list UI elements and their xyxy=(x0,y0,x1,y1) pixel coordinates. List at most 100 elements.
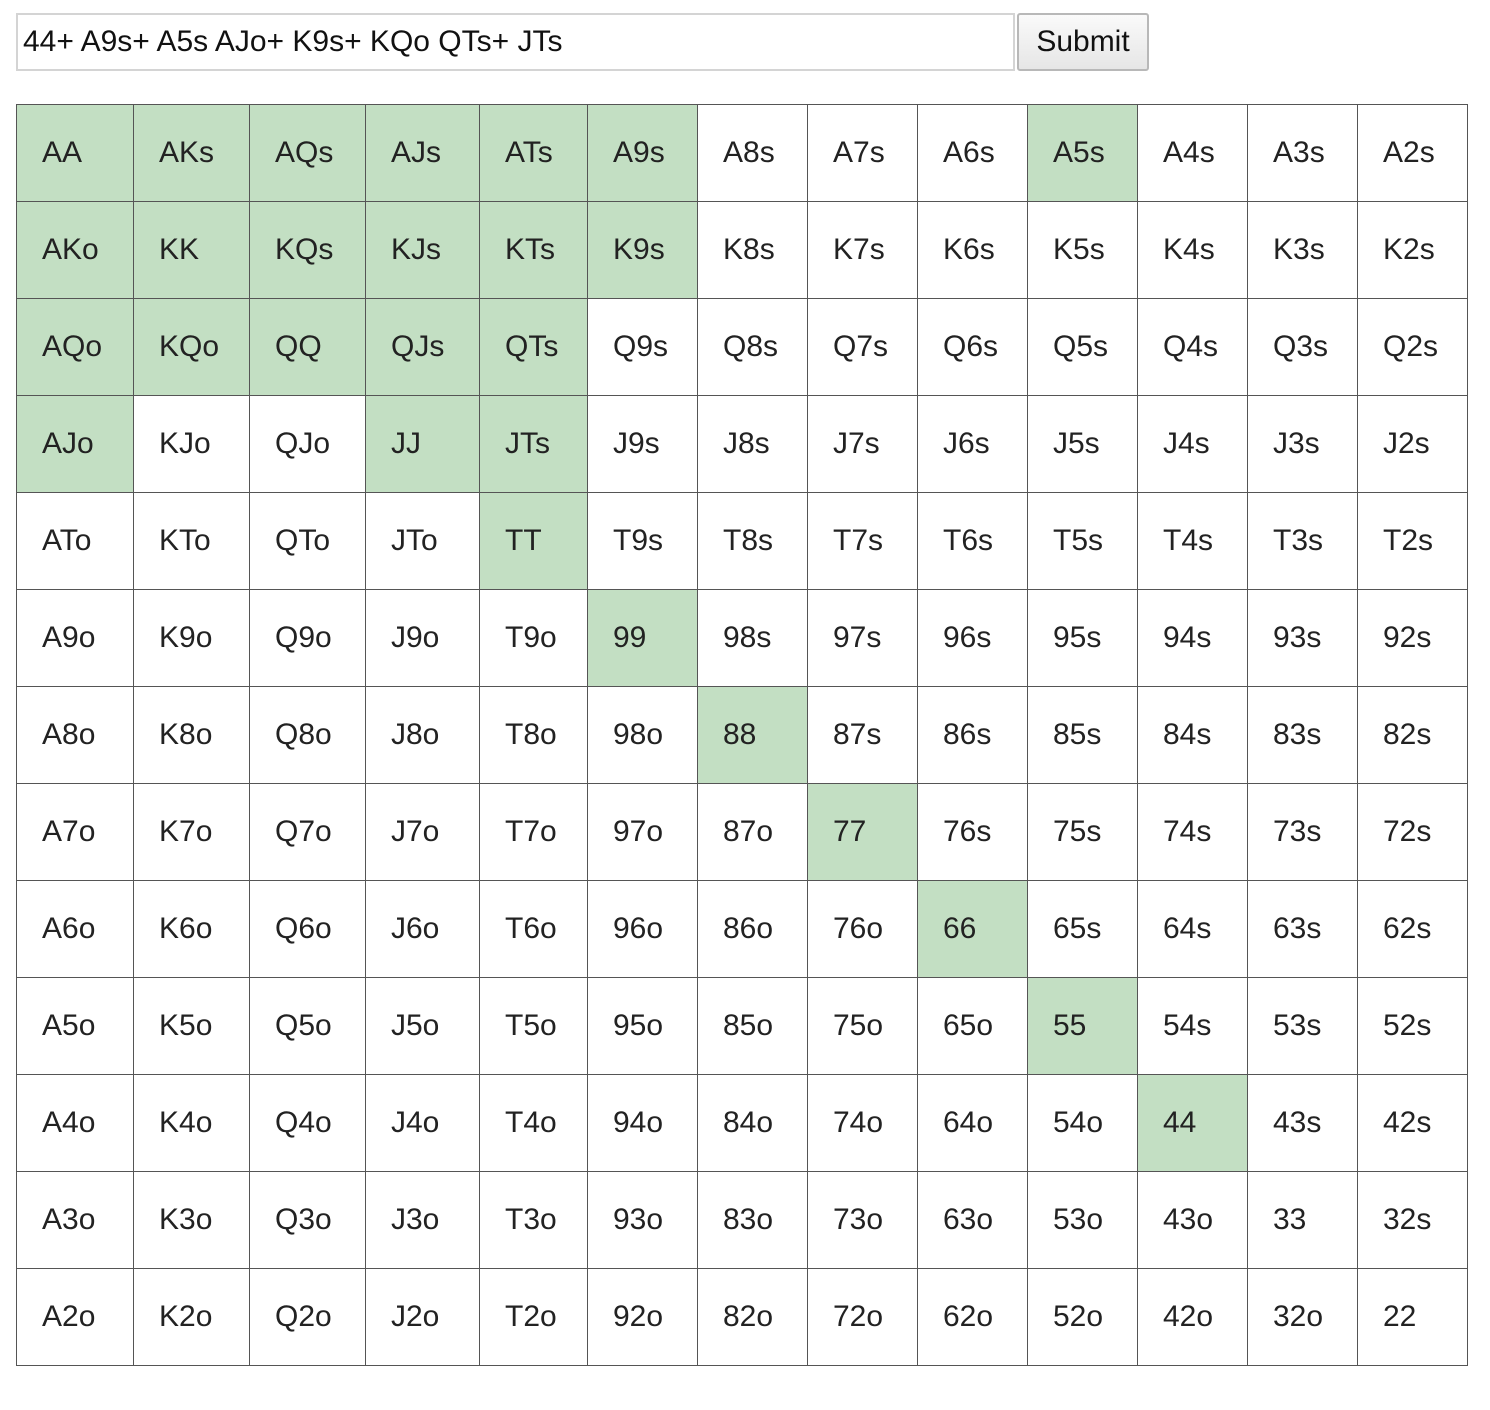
hand-cell[interactable]: AQs xyxy=(249,104,366,202)
hand-cell[interactable]: 76s xyxy=(917,783,1028,881)
hand-cell[interactable]: 65s xyxy=(1027,880,1138,978)
hand-cell[interactable]: 92s xyxy=(1357,589,1468,687)
hand-cell[interactable]: Q2o xyxy=(249,1268,366,1366)
hand-cell[interactable]: 92o xyxy=(587,1268,698,1366)
hand-cell[interactable]: K6s xyxy=(917,201,1028,299)
hand-cell[interactable]: ATo xyxy=(16,492,134,590)
hand-cell[interactable]: 95o xyxy=(587,977,698,1075)
hand-cell[interactable]: A9s xyxy=(587,104,698,202)
hand-cell[interactable]: 52o xyxy=(1027,1268,1138,1366)
hand-cell[interactable]: 93s xyxy=(1247,589,1358,687)
hand-cell[interactable]: 84o xyxy=(697,1074,808,1172)
hand-cell[interactable]: AQo xyxy=(16,298,134,396)
hand-cell[interactable]: J9o xyxy=(365,589,480,687)
hand-cell[interactable]: J4s xyxy=(1137,395,1248,493)
hand-cell[interactable]: J3o xyxy=(365,1171,480,1269)
hand-cell[interactable]: 55 xyxy=(1027,977,1138,1075)
hand-cell[interactable]: J7o xyxy=(365,783,480,881)
hand-cell[interactable]: Q9o xyxy=(249,589,366,687)
hand-cell[interactable]: 33 xyxy=(1247,1171,1358,1269)
hand-cell[interactable]: J6s xyxy=(917,395,1028,493)
hand-cell[interactable]: K8o xyxy=(133,686,250,784)
hand-cell[interactable]: 53o xyxy=(1027,1171,1138,1269)
hand-cell[interactable]: 94s xyxy=(1137,589,1248,687)
hand-cell[interactable]: 43o xyxy=(1137,1171,1248,1269)
hand-cell[interactable]: T4s xyxy=(1137,492,1248,590)
hand-cell[interactable]: K7s xyxy=(807,201,918,299)
hand-cell[interactable]: J6o xyxy=(365,880,480,978)
submit-button[interactable]: Submit xyxy=(1017,13,1149,71)
hand-cell[interactable]: 98s xyxy=(697,589,808,687)
hand-cell[interactable]: 75o xyxy=(807,977,918,1075)
hand-cell[interactable]: A6o xyxy=(16,880,134,978)
range-input[interactable] xyxy=(16,13,1015,71)
hand-cell[interactable]: T3s xyxy=(1247,492,1358,590)
hand-cell[interactable]: Q2s xyxy=(1357,298,1468,396)
hand-cell[interactable]: A2o xyxy=(16,1268,134,1366)
hand-cell[interactable]: 87o xyxy=(697,783,808,881)
hand-cell[interactable]: QJs xyxy=(365,298,480,396)
hand-cell[interactable]: A8s xyxy=(697,104,808,202)
hand-cell[interactable]: 54o xyxy=(1027,1074,1138,1172)
hand-cell[interactable]: 95s xyxy=(1027,589,1138,687)
hand-cell[interactable]: KK xyxy=(133,201,250,299)
hand-cell[interactable]: KJs xyxy=(365,201,480,299)
hand-cell[interactable]: AKs xyxy=(133,104,250,202)
hand-cell[interactable]: Q4o xyxy=(249,1074,366,1172)
hand-cell[interactable]: ATs xyxy=(479,104,588,202)
hand-cell[interactable]: 62o xyxy=(917,1268,1028,1366)
hand-cell[interactable]: K4s xyxy=(1137,201,1248,299)
hand-cell[interactable]: 96s xyxy=(917,589,1028,687)
hand-cell[interactable]: Q3s xyxy=(1247,298,1358,396)
hand-cell[interactable]: J8s xyxy=(697,395,808,493)
hand-cell[interactable]: 52s xyxy=(1357,977,1468,1075)
hand-cell[interactable]: T3o xyxy=(479,1171,588,1269)
hand-cell[interactable]: T5o xyxy=(479,977,588,1075)
hand-cell[interactable]: QQ xyxy=(249,298,366,396)
hand-cell[interactable]: 63s xyxy=(1247,880,1358,978)
hand-cell[interactable]: 43s xyxy=(1247,1074,1358,1172)
hand-cell[interactable]: 98o xyxy=(587,686,698,784)
hand-cell[interactable]: T8o xyxy=(479,686,588,784)
hand-cell[interactable]: J5o xyxy=(365,977,480,1075)
hand-cell[interactable]: Q6s xyxy=(917,298,1028,396)
hand-cell[interactable]: KTs xyxy=(479,201,588,299)
hand-cell[interactable]: 54s xyxy=(1137,977,1248,1075)
hand-cell[interactable]: 32o xyxy=(1247,1268,1358,1366)
hand-cell[interactable]: A3s xyxy=(1247,104,1358,202)
hand-cell[interactable]: AA xyxy=(16,104,134,202)
hand-cell[interactable]: KQo xyxy=(133,298,250,396)
hand-cell[interactable]: 83o xyxy=(697,1171,808,1269)
hand-cell[interactable]: JJ xyxy=(365,395,480,493)
hand-cell[interactable]: QTo xyxy=(249,492,366,590)
hand-cell[interactable]: A4s xyxy=(1137,104,1248,202)
hand-cell[interactable]: Q8o xyxy=(249,686,366,784)
hand-cell[interactable]: J2s xyxy=(1357,395,1468,493)
hand-cell[interactable]: A7o xyxy=(16,783,134,881)
hand-cell[interactable]: 65o xyxy=(917,977,1028,1075)
hand-cell[interactable]: T8s xyxy=(697,492,808,590)
hand-cell[interactable]: K2o xyxy=(133,1268,250,1366)
hand-cell[interactable]: K8s xyxy=(697,201,808,299)
hand-cell[interactable]: A7s xyxy=(807,104,918,202)
hand-cell[interactable]: A9o xyxy=(16,589,134,687)
hand-cell[interactable]: K5o xyxy=(133,977,250,1075)
hand-cell[interactable]: A8o xyxy=(16,686,134,784)
hand-cell[interactable]: K3o xyxy=(133,1171,250,1269)
hand-cell[interactable]: AJo xyxy=(16,395,134,493)
hand-cell[interactable]: Q7s xyxy=(807,298,918,396)
hand-cell[interactable]: 83s xyxy=(1247,686,1358,784)
hand-cell[interactable]: J7s xyxy=(807,395,918,493)
hand-cell[interactable]: 77 xyxy=(807,783,918,881)
hand-cell[interactable]: 53s xyxy=(1247,977,1358,1075)
hand-cell[interactable]: 74s xyxy=(1137,783,1248,881)
hand-cell[interactable]: J5s xyxy=(1027,395,1138,493)
hand-cell[interactable]: T9o xyxy=(479,589,588,687)
hand-cell[interactable]: Q6o xyxy=(249,880,366,978)
hand-cell[interactable]: A3o xyxy=(16,1171,134,1269)
hand-cell[interactable]: T6o xyxy=(479,880,588,978)
hand-cell[interactable]: J9s xyxy=(587,395,698,493)
hand-cell[interactable]: 22 xyxy=(1357,1268,1468,1366)
hand-cell[interactable]: Q9s xyxy=(587,298,698,396)
hand-cell[interactable]: Q8s xyxy=(697,298,808,396)
